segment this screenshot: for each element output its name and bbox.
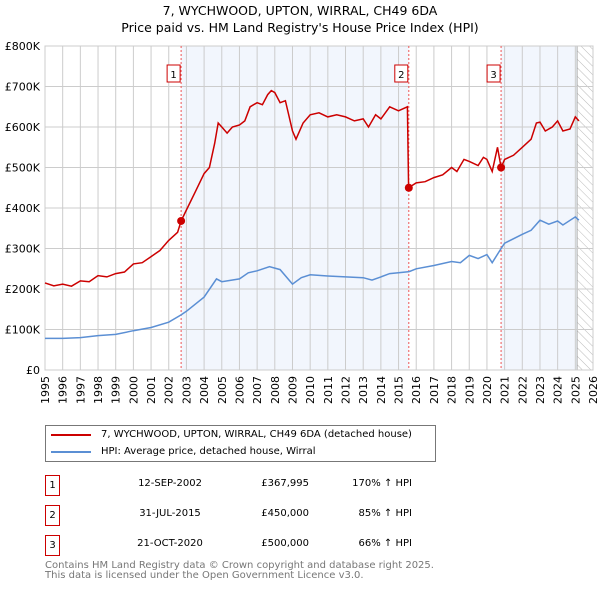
sale-row: 3 21-OCT-2020 £500,000 66% ↑ HPI bbox=[45, 535, 445, 556]
y-tick-label: £600K bbox=[5, 121, 41, 134]
x-tick-label: 2022 bbox=[516, 376, 529, 404]
sale-label: 1 bbox=[170, 70, 176, 81]
sale-point bbox=[404, 183, 413, 192]
x-tick-label: 2014 bbox=[375, 376, 388, 404]
x-tick-label: 2009 bbox=[286, 376, 299, 404]
sale-label-box bbox=[166, 64, 181, 83]
y-tick-label: £0 bbox=[26, 364, 40, 377]
x-tick-label: 1997 bbox=[74, 376, 87, 404]
legend-label: 7, WYCHWOOD, UPTON, WIRRAL, CH49 6DA (de… bbox=[101, 429, 412, 440]
x-tick-label: 2010 bbox=[304, 376, 317, 404]
sale-price: £500,000 bbox=[261, 538, 309, 549]
price-chart: 1995 1996 1997 1998 1999 2000 2001 2002 2003 2004… bbox=[5, 40, 600, 404]
x-tick-label: 1995 bbox=[39, 376, 52, 404]
x-tick-label: 1996 bbox=[57, 376, 70, 404]
y-tick-label: £700K bbox=[5, 81, 41, 94]
x-tick-label: 2026 bbox=[587, 376, 600, 404]
x-tick-label: 2017 bbox=[428, 376, 441, 404]
chart-subtitle: Price paid vs. HM Land Registry's House … bbox=[121, 20, 479, 35]
x-tick-label: 1998 bbox=[92, 376, 105, 404]
sale-label: 2 bbox=[398, 70, 404, 81]
x-tick-label: 2025 bbox=[569, 376, 582, 404]
sale-price: £367,995 bbox=[261, 478, 309, 489]
x-tick-label: 2003 bbox=[180, 376, 193, 404]
x-tick-label: 2016 bbox=[410, 376, 423, 404]
sale-point bbox=[497, 163, 506, 172]
x-tick-label: 2001 bbox=[145, 376, 158, 404]
x-tick-label: 1999 bbox=[110, 376, 123, 404]
chart-title: 7, WYCHWOOD, UPTON, WIRRAL, CH49 6DA bbox=[162, 3, 438, 18]
sale-label-box bbox=[394, 64, 409, 83]
sale-label: 3 bbox=[490, 70, 496, 81]
x-tick-label: 2021 bbox=[499, 376, 512, 404]
legend: 7, WYCHWOOD, UPTON, WIRRAL, CH49 6DA (de… bbox=[45, 425, 436, 462]
x-tick-label: 2024 bbox=[552, 376, 565, 404]
x-tick-label: 2005 bbox=[216, 376, 229, 404]
x-tick-label: 2015 bbox=[393, 376, 406, 404]
footer-copyright: Contains HM Land Registry data © Crown c… bbox=[45, 560, 434, 571]
x-tick-label: 2023 bbox=[534, 376, 547, 404]
sale-date: 21-OCT-2020 bbox=[137, 538, 203, 549]
x-tick-label: 2013 bbox=[357, 376, 370, 404]
y-tick-label: £200K bbox=[5, 283, 41, 296]
x-tick-label: 2006 bbox=[233, 376, 246, 404]
footer-licence: This data is licensed under the Open Gov… bbox=[45, 570, 364, 581]
y-tick-label: £100K bbox=[5, 324, 41, 337]
sale-point bbox=[177, 216, 186, 225]
x-tick-label: 2012 bbox=[340, 376, 353, 404]
legend-swatch-blue bbox=[51, 451, 91, 453]
y-tick-label: £400K bbox=[5, 202, 41, 215]
x-tick-label: 2000 bbox=[127, 376, 140, 404]
x-tick-label: 2018 bbox=[446, 376, 459, 404]
y-tick-label: £500K bbox=[5, 162, 41, 175]
sale-hpi: 85% ↑ HPI bbox=[358, 508, 412, 519]
sale-hpi: 170% ↑ HPI bbox=[352, 478, 412, 489]
sale-hpi: 66% ↑ HPI bbox=[358, 538, 412, 549]
y-tick-label: £800K bbox=[5, 40, 41, 53]
hpi-line bbox=[45, 215, 580, 340]
legend-label: HPI: Average price, detached house, Wirr… bbox=[101, 446, 316, 457]
x-tick-label: 2008 bbox=[269, 376, 282, 404]
sale-row: 2 31-JUL-2015 £450,000 85% ↑ HPI bbox=[45, 505, 445, 526]
y-tick-label: £300K bbox=[5, 243, 41, 256]
x-tick-label: 2011 bbox=[322, 376, 335, 404]
x-tick-label: 2020 bbox=[481, 376, 494, 404]
x-tick-label: 2004 bbox=[198, 376, 211, 404]
sale-marker-box: 3 bbox=[45, 535, 60, 556]
sale-marker-box: 1 bbox=[45, 475, 60, 496]
sale-row: 1 12-SEP-2002 £367,995 170% ↑ HPI bbox=[45, 475, 445, 496]
sale-marker-box: 2 bbox=[45, 505, 60, 526]
sale-date: 31-JUL-2015 bbox=[139, 508, 201, 519]
sale-date: 12-SEP-2002 bbox=[138, 478, 202, 489]
legend-swatch-red bbox=[51, 434, 91, 436]
sale-label-box bbox=[486, 64, 501, 83]
x-tick-label: 2019 bbox=[463, 376, 476, 404]
sale-price: £450,000 bbox=[261, 508, 309, 519]
x-tick-label: 2002 bbox=[163, 376, 176, 404]
x-tick-label: 2007 bbox=[251, 376, 264, 404]
plot-border bbox=[44, 45, 594, 371]
